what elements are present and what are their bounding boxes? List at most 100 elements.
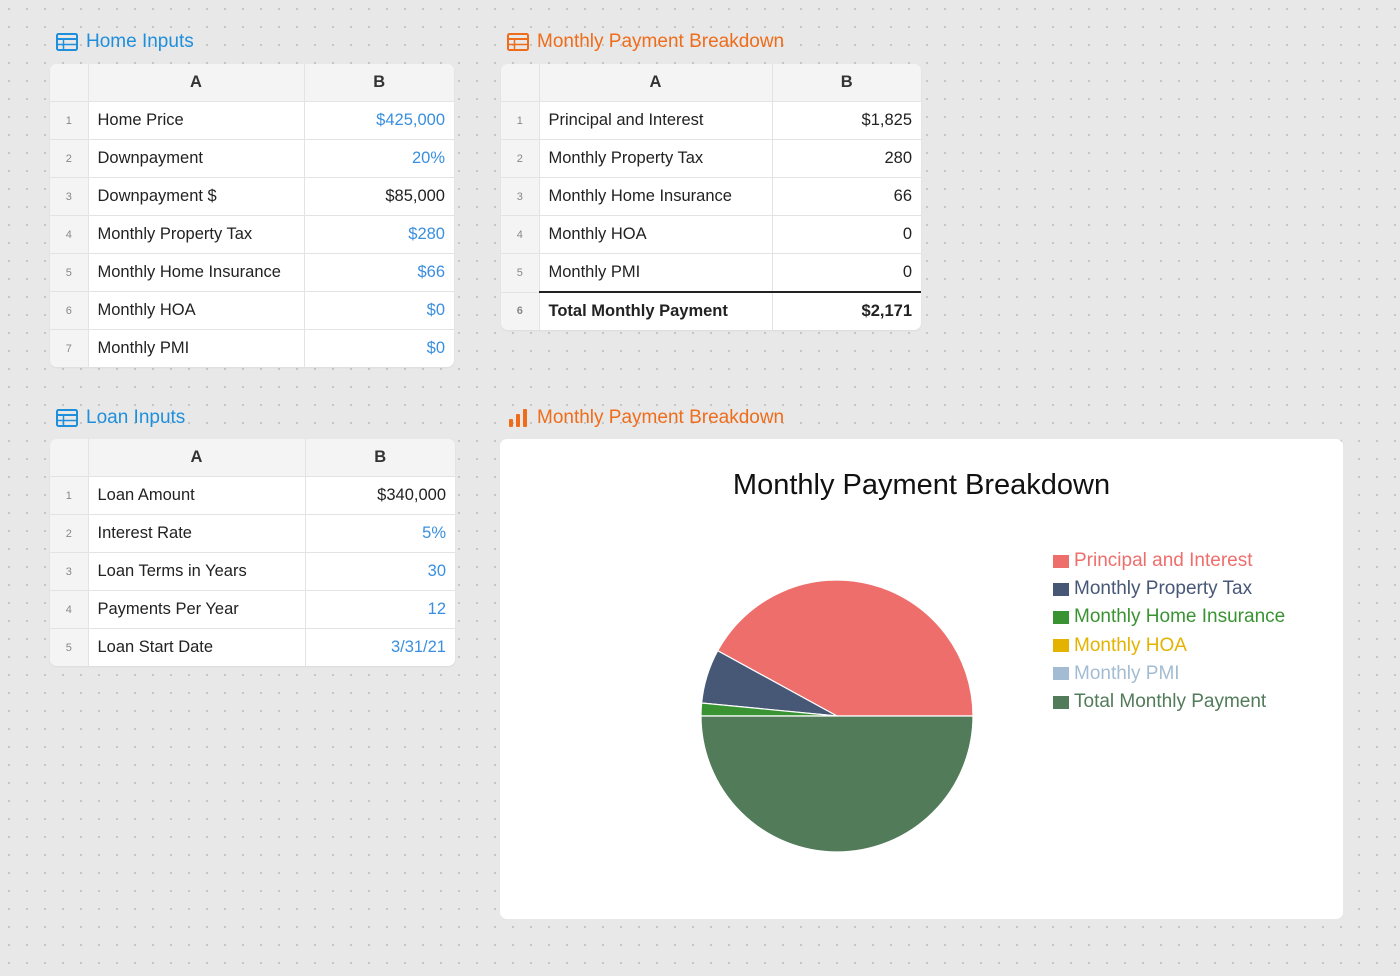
value-cell[interactable]: $0 (426, 339, 445, 357)
row-number[interactable]: 1 (50, 476, 89, 515)
corner-cell[interactable] (50, 64, 89, 102)
label-cell[interactable]: Downpayment (88, 139, 305, 178)
row-number[interactable]: 4 (50, 590, 89, 629)
table-row[interactable]: 3 Loan Terms in Years 30 (50, 552, 455, 591)
row-number[interactable]: 1 (50, 101, 89, 140)
table-row[interactable]: 1 Loan Amount $340,000 (50, 476, 455, 515)
legend-item[interactable]: Total Monthly Payment (1053, 688, 1285, 716)
legend-item[interactable]: Principal and Interest (1053, 547, 1285, 575)
label-cell[interactable]: Monthly HOA (539, 215, 773, 254)
label-cell[interactable]: Loan Terms in Years (88, 552, 306, 591)
value-cell[interactable]: $1,825 (772, 101, 921, 140)
pie-slice[interactable] (700, 715, 974, 853)
row-number[interactable]: 3 (501, 177, 540, 216)
row-number[interactable]: 5 (50, 253, 89, 292)
row-number[interactable]: 3 (50, 177, 89, 216)
row-number[interactable]: 2 (50, 514, 89, 553)
value-cell[interactable]: 12 (305, 590, 455, 629)
row-number[interactable]: 5 (501, 253, 540, 293)
value-cell[interactable]: $85,000 (304, 177, 454, 216)
label-cell[interactable]: Monthly Home Insurance (88, 253, 305, 292)
legend-item[interactable]: Monthly PMI (1053, 660, 1285, 688)
table-row[interactable]: 1 Home Price $425,000 (50, 101, 454, 140)
label-cell[interactable]: Home Price (88, 101, 305, 140)
label-cell[interactable]: Monthly Home Insurance (539, 177, 773, 216)
label-cell[interactable]: Monthly PMI (88, 329, 305, 367)
label-cell[interactable]: Monthly HOA (88, 291, 305, 330)
table-row[interactable]: 4 Monthly Property Tax $280 (50, 215, 454, 254)
row-number[interactable]: 3 (50, 552, 89, 591)
value-cell[interactable]: $2,171 (772, 291, 921, 330)
corner-cell[interactable] (501, 64, 540, 102)
label-cell[interactable]: Monthly PMI (539, 253, 773, 293)
legend-item[interactable]: Monthly Home Insurance (1053, 603, 1285, 631)
pie-chart[interactable] (500, 439, 1343, 919)
label-cell[interactable]: Loan Amount (88, 476, 306, 515)
legend-item[interactable]: Monthly HOA (1053, 632, 1285, 660)
home-inputs-title-text: Home Inputs (86, 31, 194, 52)
legend-swatch (1053, 610, 1069, 624)
table-row[interactable]: 3 Downpayment $ $85,000 (50, 177, 454, 216)
pie-slice[interactable] (716, 579, 974, 717)
table-row[interactable]: 1 Principal and Interest $1,825 (501, 101, 921, 140)
table-row[interactable]: 2 Downpayment 20% (50, 139, 454, 178)
chart-panel-title-text: Monthly Payment Breakdown (537, 407, 785, 428)
row-number[interactable]: 5 (50, 628, 89, 666)
value-cell[interactable]: 5% (305, 514, 455, 553)
label-cell[interactable]: Principal and Interest (539, 101, 773, 140)
column-header-a[interactable]: A (88, 439, 306, 477)
table-row[interactable]: 5 Monthly PMI 0 (501, 253, 921, 293)
table-row[interactable]: 2 Monthly Property Tax 280 (501, 139, 921, 178)
row-number[interactable]: 2 (50, 139, 89, 178)
table-row[interactable]: 3 Monthly Home Insurance 66 (501, 177, 921, 216)
table-row[interactable]: 6 Total Monthly Payment $2,171 (501, 291, 921, 330)
column-header-b[interactable]: B (305, 439, 455, 477)
table-row[interactable]: 4 Payments Per Year 12 (50, 590, 455, 629)
breakdown-table-title-text: Monthly Payment Breakdown (537, 31, 785, 52)
label-cell[interactable]: Payments Per Year (88, 590, 306, 629)
row-number[interactable]: 7 (50, 329, 89, 367)
value-cell[interactable]: 30 (305, 552, 455, 591)
value-cell[interactable]: 0 (772, 215, 921, 254)
legend-item[interactable]: Monthly Property Tax (1053, 575, 1285, 603)
breakdown-table[interactable]: A B 1 Principal and Interest $1,825 2 Monthl… (501, 64, 921, 330)
value-cell[interactable]: $0 (304, 291, 454, 330)
label-cell[interactable]: Monthly Property Tax (88, 215, 305, 254)
value-cell[interactable]: 66 (772, 177, 921, 216)
legend-swatch (1053, 639, 1069, 653)
value-cell[interactable]: 0 (772, 253, 921, 293)
column-header-a[interactable]: A (539, 64, 773, 102)
row-number[interactable]: 1 (501, 101, 540, 140)
value-cell[interactable]: 20% (304, 139, 454, 178)
row-number[interactable]: 6 (501, 292, 540, 330)
value-cell[interactable]: $280 (304, 215, 454, 254)
legend-swatch (1053, 554, 1069, 568)
row-number[interactable]: 2 (501, 139, 540, 178)
corner-cell[interactable] (50, 439, 89, 477)
label-cell[interactable]: Monthly Property Tax (539, 139, 773, 178)
value-cell[interactable]: $66 (304, 253, 454, 292)
value-cell[interactable]: 280 (772, 139, 921, 178)
table-row[interactable]: 6 Monthly HOA $0 (50, 291, 454, 330)
row-number[interactable]: 6 (50, 291, 89, 330)
label-cell[interactable]: Loan Start Date (88, 628, 306, 666)
home-inputs-table[interactable]: A B 1 Home Price $425,000 2 Downpayment 20% 3 D… (50, 64, 454, 367)
label-cell[interactable]: Interest Rate (88, 514, 306, 553)
value-cell[interactable]: $425,000 (304, 101, 454, 140)
table-row[interactable]: 7 Monthly PMI $0 (50, 329, 454, 367)
row-number[interactable]: 4 (501, 215, 540, 254)
loan-inputs-table[interactable]: A B 1 Loan Amount $340,000 2 Interest Rate 5%… (50, 439, 455, 666)
table-row[interactable]: 2 Interest Rate 5% (50, 514, 455, 553)
table-row[interactable]: 4 Monthly HOA 0 (501, 215, 921, 254)
value-cell[interactable]: 3/31/21 (390, 638, 446, 656)
row-number[interactable]: 4 (50, 215, 89, 254)
label-cell[interactable]: Downpayment $ (88, 177, 305, 216)
value-cell[interactable]: $340,000 (305, 476, 455, 515)
column-header-b[interactable]: B (304, 64, 454, 102)
column-header-b[interactable]: B (772, 64, 921, 102)
table-row[interactable]: 5 Monthly Home Insurance $66 (50, 253, 454, 292)
column-header-a[interactable]: A (88, 64, 305, 102)
pie-chart-card[interactable]: Monthly Payment Breakdown Principal and … (500, 439, 1343, 919)
table-row[interactable]: 5 Loan Start Date 3/31/21 (50, 628, 455, 666)
label-cell[interactable]: Total Monthly Payment (539, 291, 773, 330)
